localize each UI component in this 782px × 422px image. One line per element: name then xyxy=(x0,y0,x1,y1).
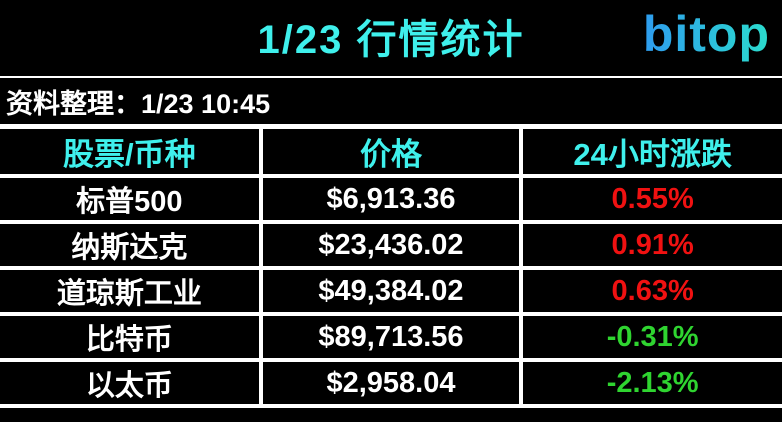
market-table-header: 股票/币种 价格 24小时涨跌 xyxy=(0,124,782,178)
asset-name: 纳斯达克 xyxy=(0,220,263,270)
table-row: 比特币 $89,713.56 -0.31% xyxy=(0,312,782,362)
table-row: 道琼斯工业 $49,384.02 0.63% xyxy=(0,266,782,316)
asset-price: $89,713.56 xyxy=(258,312,524,362)
asset-change: 0.63% xyxy=(519,266,782,316)
column-header-change: 24小时涨跌 xyxy=(519,124,782,178)
table-row: 以太币 $2,958.04 -2.13% xyxy=(0,358,782,408)
asset-change: -0.31% xyxy=(519,312,782,362)
asset-name: 标普500 xyxy=(0,174,263,224)
asset-price: $6,913.36 xyxy=(258,174,524,224)
table-row: 纳斯达克 $23,436.02 0.91% xyxy=(0,220,782,270)
header-row: 股票/币种 价格 24小时涨跌 xyxy=(0,124,782,178)
asset-name: 道琼斯工业 xyxy=(0,266,263,316)
column-header-asset: 股票/币种 xyxy=(0,124,263,178)
asset-price: $23,436.02 xyxy=(258,220,524,270)
data-source-line: 资料整理：1/23 10:45 xyxy=(0,76,782,124)
asset-name: 以太币 xyxy=(0,358,263,408)
page-title: 1/23 行情统计 xyxy=(257,18,525,62)
asset-change: -2.13% xyxy=(519,358,782,408)
market-table: 股票/币种 价格 24小时涨跌 标普500 $6,913.36 0.55% 纳斯… xyxy=(0,124,782,408)
asset-change: 0.55% xyxy=(519,174,782,224)
column-header-price: 价格 xyxy=(258,124,524,178)
asset-name: 比特币 xyxy=(0,312,263,362)
table-row: 标普500 $6,913.36 0.55% xyxy=(0,174,782,224)
asset-price: $49,384.02 xyxy=(258,266,524,316)
asset-price: $2,958.04 xyxy=(258,358,524,408)
page-header: 1/23 行情统计 bitop xyxy=(0,0,782,76)
asset-change: 0.91% xyxy=(519,220,782,270)
market-table-body: 标普500 $6,913.36 0.55% 纳斯达克 $23,436.02 0.… xyxy=(0,174,782,408)
data-source-text: 资料整理：1/23 10:45 xyxy=(6,88,271,119)
bitop-logo: bitop xyxy=(643,2,770,67)
